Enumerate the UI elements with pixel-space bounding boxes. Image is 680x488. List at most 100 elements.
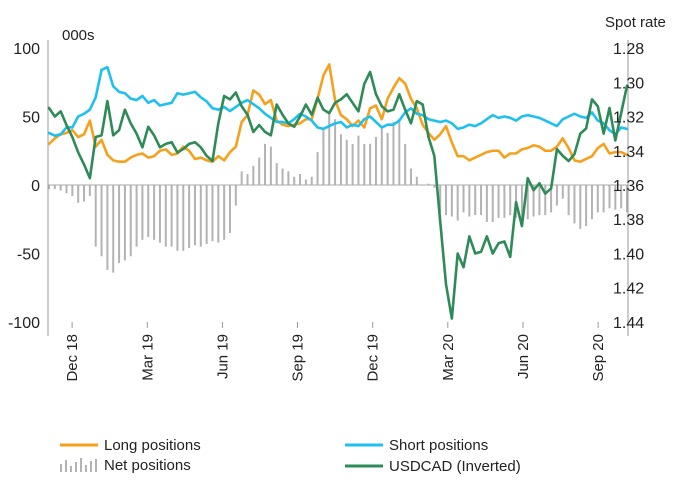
x-tick-label: Sep 20 — [590, 334, 607, 382]
net-bar — [258, 157, 261, 185]
net-bar — [170, 185, 173, 247]
net-bar — [532, 185, 535, 217]
net-bar — [608, 185, 611, 209]
net-bar — [555, 185, 558, 206]
legend-label-long: Long positions — [104, 437, 201, 454]
right-y-axis-ticks: 1.28 1.30 1.32 1.34 1.36 1.38 1.40 1.42 1.44 — [613, 41, 644, 332]
net-bar — [199, 185, 202, 247]
net-bar — [322, 127, 325, 185]
legend-net-bar — [95, 459, 97, 472]
net-bar — [392, 121, 395, 185]
x-tick-label: Jun 19 — [214, 334, 231, 379]
net-bar — [48, 185, 50, 190]
net-bar — [94, 185, 97, 247]
net-bar — [409, 168, 412, 185]
right-y-tick-label: 1.42 — [613, 281, 644, 298]
legend-label-usdcad: USDCAD (Inverted) — [389, 458, 521, 475]
net-bar — [345, 139, 348, 185]
net-bar — [602, 185, 605, 213]
x-axis-ticks: Dec 18 Mar 19 Jun 19 Sep 19 Dec 19 Mar 20 Jun … — [64, 322, 607, 382]
net-bar — [188, 185, 191, 249]
net-bar — [398, 119, 401, 185]
net-bar — [71, 185, 74, 196]
net-bar — [53, 185, 56, 190]
net-bar — [386, 132, 389, 185]
net-bar — [158, 185, 161, 243]
net-bar — [240, 171, 243, 185]
net-bar — [228, 185, 231, 233]
net-bar — [304, 179, 307, 185]
net-bar — [217, 185, 220, 243]
net-bar — [462, 185, 465, 213]
net-bar — [147, 185, 150, 238]
legend-swatch-net — [60, 458, 97, 472]
net-bar — [211, 185, 214, 242]
net-bar — [100, 185, 103, 257]
legend-item-usdcad: USDCAD (Inverted) — [345, 458, 521, 475]
right-y-tick-label: 1.30 — [613, 75, 644, 92]
net-bar — [427, 183, 430, 185]
net-bar — [77, 185, 80, 203]
legend-item-long: Long positions — [60, 437, 201, 454]
net-bar — [205, 185, 208, 244]
net-bar — [497, 185, 500, 218]
net-bar — [316, 152, 319, 185]
net-bar — [129, 185, 132, 257]
net-bar — [456, 185, 459, 221]
net-bar — [88, 185, 91, 196]
right-y-tick-label: 1.28 — [613, 41, 644, 58]
legend-net-bar — [90, 461, 92, 472]
net-bar — [404, 143, 407, 185]
x-tick-label: Sep 19 — [290, 334, 307, 382]
net-bar — [561, 185, 564, 199]
net-bar — [106, 185, 109, 270]
net-bar — [550, 185, 553, 213]
net-bar — [439, 185, 442, 213]
net-bar — [468, 185, 471, 217]
net-bar — [445, 185, 448, 216]
legend-net-bar — [75, 462, 77, 472]
net-positions-bars — [48, 113, 628, 273]
left-axis-unit-label: 000s — [62, 27, 95, 44]
net-bar — [141, 185, 144, 240]
net-bar — [538, 185, 541, 216]
net-bar — [351, 143, 354, 185]
net-bar — [112, 185, 115, 273]
net-bar — [503, 185, 506, 218]
x-tick-label: Mar 20 — [440, 334, 457, 381]
x-tick-label: Dec 19 — [365, 334, 382, 382]
net-bar — [269, 146, 272, 185]
net-bar — [65, 185, 68, 194]
net-bar — [415, 176, 418, 185]
net-bar — [83, 185, 86, 202]
net-bar — [339, 134, 342, 185]
left-y-tick-label: -50 — [17, 247, 40, 264]
net-bar — [264, 143, 267, 185]
x-tick-label: Jun 20 — [515, 334, 532, 379]
right-y-tick-label: 1.44 — [613, 315, 644, 332]
right-y-tick-label: 1.40 — [613, 247, 644, 264]
legend-net-bar — [80, 458, 82, 472]
net-bar — [182, 185, 185, 251]
legend-net-bar — [60, 464, 62, 472]
net-bar — [246, 174, 249, 185]
net-bar — [334, 119, 337, 185]
net-bar — [176, 185, 179, 251]
left-y-tick-label: -100 — [8, 315, 40, 332]
net-bar — [293, 176, 296, 185]
net-bar — [123, 185, 126, 261]
right-y-tick-label: 1.34 — [613, 144, 644, 161]
legend: Long positions Net positions Short posit… — [60, 437, 521, 475]
left-y-axis-ticks: 100 50 0 -50 -100 — [8, 41, 40, 332]
left-y-tick-label: 0 — [31, 178, 40, 195]
legend-label-net: Net positions — [104, 457, 191, 474]
net-bar — [520, 185, 523, 220]
net-bar — [310, 176, 313, 185]
short-line — [47, 65, 629, 137]
net-bar — [433, 185, 436, 188]
usdcad-line — [47, 70, 629, 320]
legend-item-short: Short positions — [345, 437, 488, 454]
legend-net-bar — [85, 465, 87, 472]
line-series-group — [47, 63, 629, 320]
